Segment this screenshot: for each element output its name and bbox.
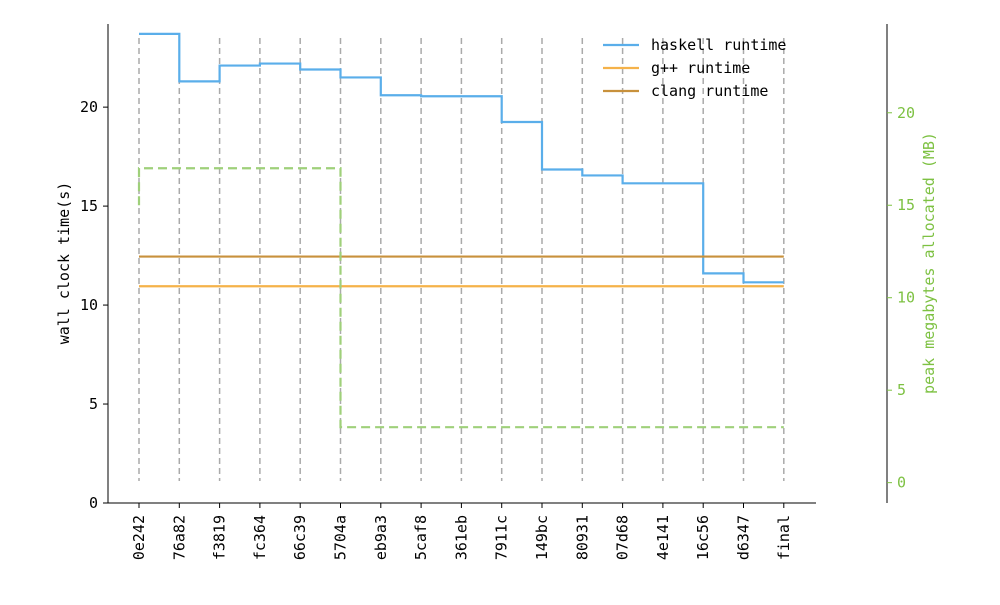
x-tick-label: 361eb (452, 515, 470, 560)
x-tick-label: 4e141 (654, 515, 672, 560)
x-tick-label: 149bc (533, 515, 551, 560)
x-tick-label: 76a82 (170, 515, 188, 560)
left-tick-label: 0 (89, 494, 98, 512)
left-tick-label: 10 (80, 296, 98, 314)
right-axis-ticks: 0 5 10 15 20 (887, 104, 915, 492)
x-tick-label: 16c56 (694, 515, 712, 560)
series-line-memory (137, 167, 784, 429)
x-tick-label: 66c39 (291, 515, 309, 560)
x-tick-label: eb9a3 (372, 515, 390, 560)
axes (107, 24, 888, 504)
x-tick-label: 5704a (332, 515, 350, 560)
x-tick-label: d6347 (735, 515, 753, 560)
x-tick-label: 0e242 (130, 515, 148, 560)
x-tick-label: final (775, 515, 793, 560)
series-layer (137, 32, 784, 429)
right-axis-label: peak megabytes allocated (MB) (920, 132, 938, 394)
left-tick-label: 5 (89, 395, 98, 413)
vertical-marker-lines (138, 38, 785, 481)
x-tick-label: f3819 (211, 515, 229, 560)
x-tick-label: 80931 (573, 515, 591, 560)
legend-label: haskell runtime (651, 36, 786, 54)
series-line-haskell-runtime (139, 32, 784, 284)
x-tick-label: 5caf8 (412, 515, 430, 560)
x-tick-label: 07d68 (614, 515, 632, 560)
left-tick-label: 20 (80, 98, 98, 116)
legend: haskell runtime g++ runtime clang runtime (603, 36, 786, 100)
x-axis-ticks: 0e242 76a82 f3819 fc364 66c39 5704a eb9a3 5caf8… (130, 503, 793, 560)
right-tick-label: 15 (897, 196, 915, 214)
x-tick-label: fc364 (251, 515, 269, 560)
x-tick-label: 7911c (493, 515, 511, 560)
left-tick-label: 15 (80, 197, 98, 215)
right-tick-label: 5 (897, 381, 906, 399)
right-tick-label: 10 (897, 289, 915, 307)
legend-label: clang runtime (651, 82, 768, 100)
left-axis-ticks: 0 5 10 15 20 (80, 98, 108, 512)
right-tick-label: 20 (897, 104, 915, 122)
right-tick-label: 0 (897, 474, 906, 492)
legend-label: g++ runtime (651, 59, 750, 77)
left-axis-label: wall clock time(s) (55, 182, 73, 345)
